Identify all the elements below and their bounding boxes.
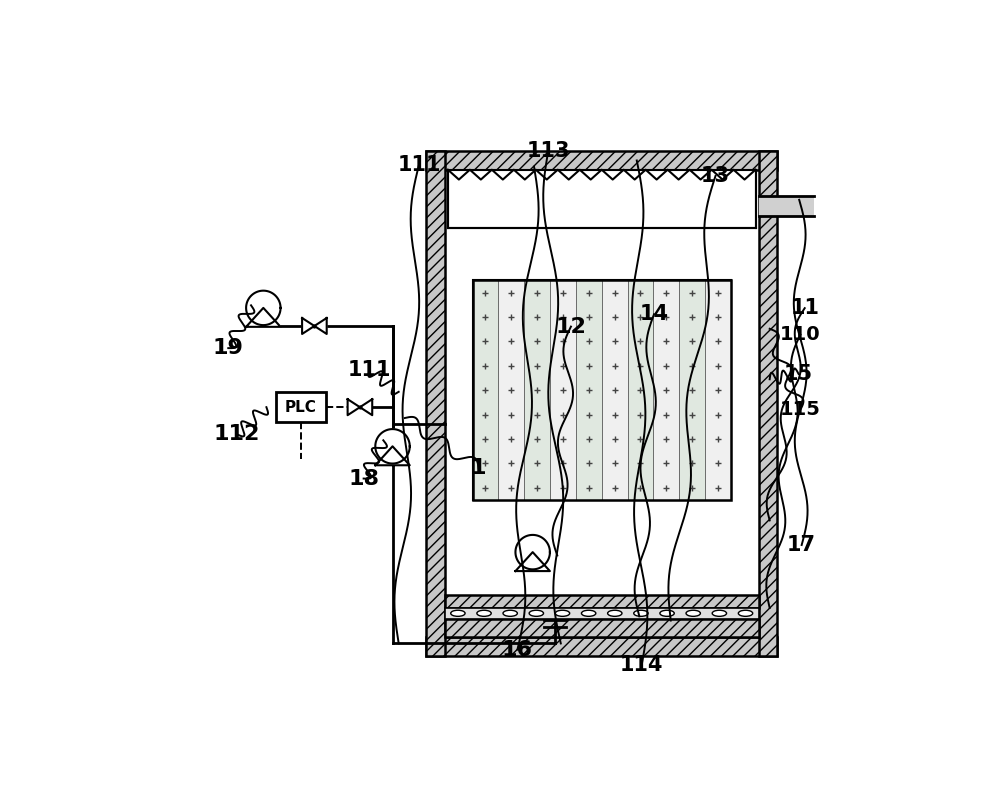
- Bar: [653, 280, 679, 500]
- Polygon shape: [246, 308, 281, 327]
- Bar: [445, 608, 759, 619]
- Ellipse shape: [608, 610, 622, 616]
- Text: 12: 12: [556, 316, 586, 336]
- Text: 16: 16: [502, 639, 533, 660]
- Text: 115: 115: [780, 400, 821, 419]
- Ellipse shape: [529, 610, 544, 616]
- Bar: [448, 169, 756, 229]
- Bar: [445, 595, 759, 608]
- Polygon shape: [360, 400, 372, 415]
- Text: 112: 112: [214, 424, 260, 444]
- Text: 111: 111: [348, 360, 392, 380]
- Bar: [576, 280, 602, 500]
- Bar: [426, 151, 445, 656]
- Text: 114: 114: [620, 655, 663, 675]
- Text: 111: 111: [397, 155, 441, 175]
- Text: 11: 11: [790, 298, 819, 318]
- Ellipse shape: [660, 610, 674, 616]
- Bar: [759, 151, 777, 656]
- Ellipse shape: [712, 610, 727, 616]
- Polygon shape: [515, 535, 550, 570]
- Bar: [705, 280, 731, 500]
- Ellipse shape: [738, 610, 753, 616]
- Text: 14: 14: [640, 304, 669, 324]
- Polygon shape: [314, 318, 327, 334]
- Text: 18: 18: [348, 468, 379, 488]
- Text: 17: 17: [787, 535, 816, 555]
- Bar: [628, 280, 653, 500]
- Bar: [524, 280, 550, 500]
- Bar: [276, 392, 326, 422]
- Bar: [445, 618, 759, 638]
- Text: 1: 1: [471, 458, 486, 478]
- Ellipse shape: [503, 610, 517, 616]
- Text: 19: 19: [213, 338, 244, 358]
- Ellipse shape: [686, 610, 700, 616]
- Polygon shape: [246, 291, 281, 325]
- Ellipse shape: [634, 610, 648, 616]
- Ellipse shape: [477, 610, 491, 616]
- Polygon shape: [375, 429, 410, 463]
- Polygon shape: [348, 400, 360, 415]
- Bar: [679, 280, 705, 500]
- Text: 15: 15: [784, 364, 813, 384]
- Text: 113: 113: [526, 141, 570, 161]
- Polygon shape: [375, 447, 410, 465]
- Polygon shape: [515, 552, 550, 571]
- Bar: [498, 280, 524, 500]
- Ellipse shape: [451, 610, 465, 616]
- Text: 13: 13: [701, 166, 730, 186]
- Text: 110: 110: [780, 325, 821, 344]
- Text: PLC: PLC: [285, 400, 317, 415]
- Ellipse shape: [555, 610, 570, 616]
- Bar: [445, 169, 759, 638]
- Bar: [473, 280, 731, 500]
- Ellipse shape: [581, 610, 596, 616]
- Bar: [426, 638, 777, 656]
- Bar: [473, 280, 498, 500]
- Polygon shape: [302, 318, 314, 334]
- Bar: [426, 151, 777, 169]
- Bar: [602, 280, 628, 500]
- Bar: [759, 196, 814, 216]
- Bar: [473, 280, 731, 500]
- Bar: [550, 280, 576, 500]
